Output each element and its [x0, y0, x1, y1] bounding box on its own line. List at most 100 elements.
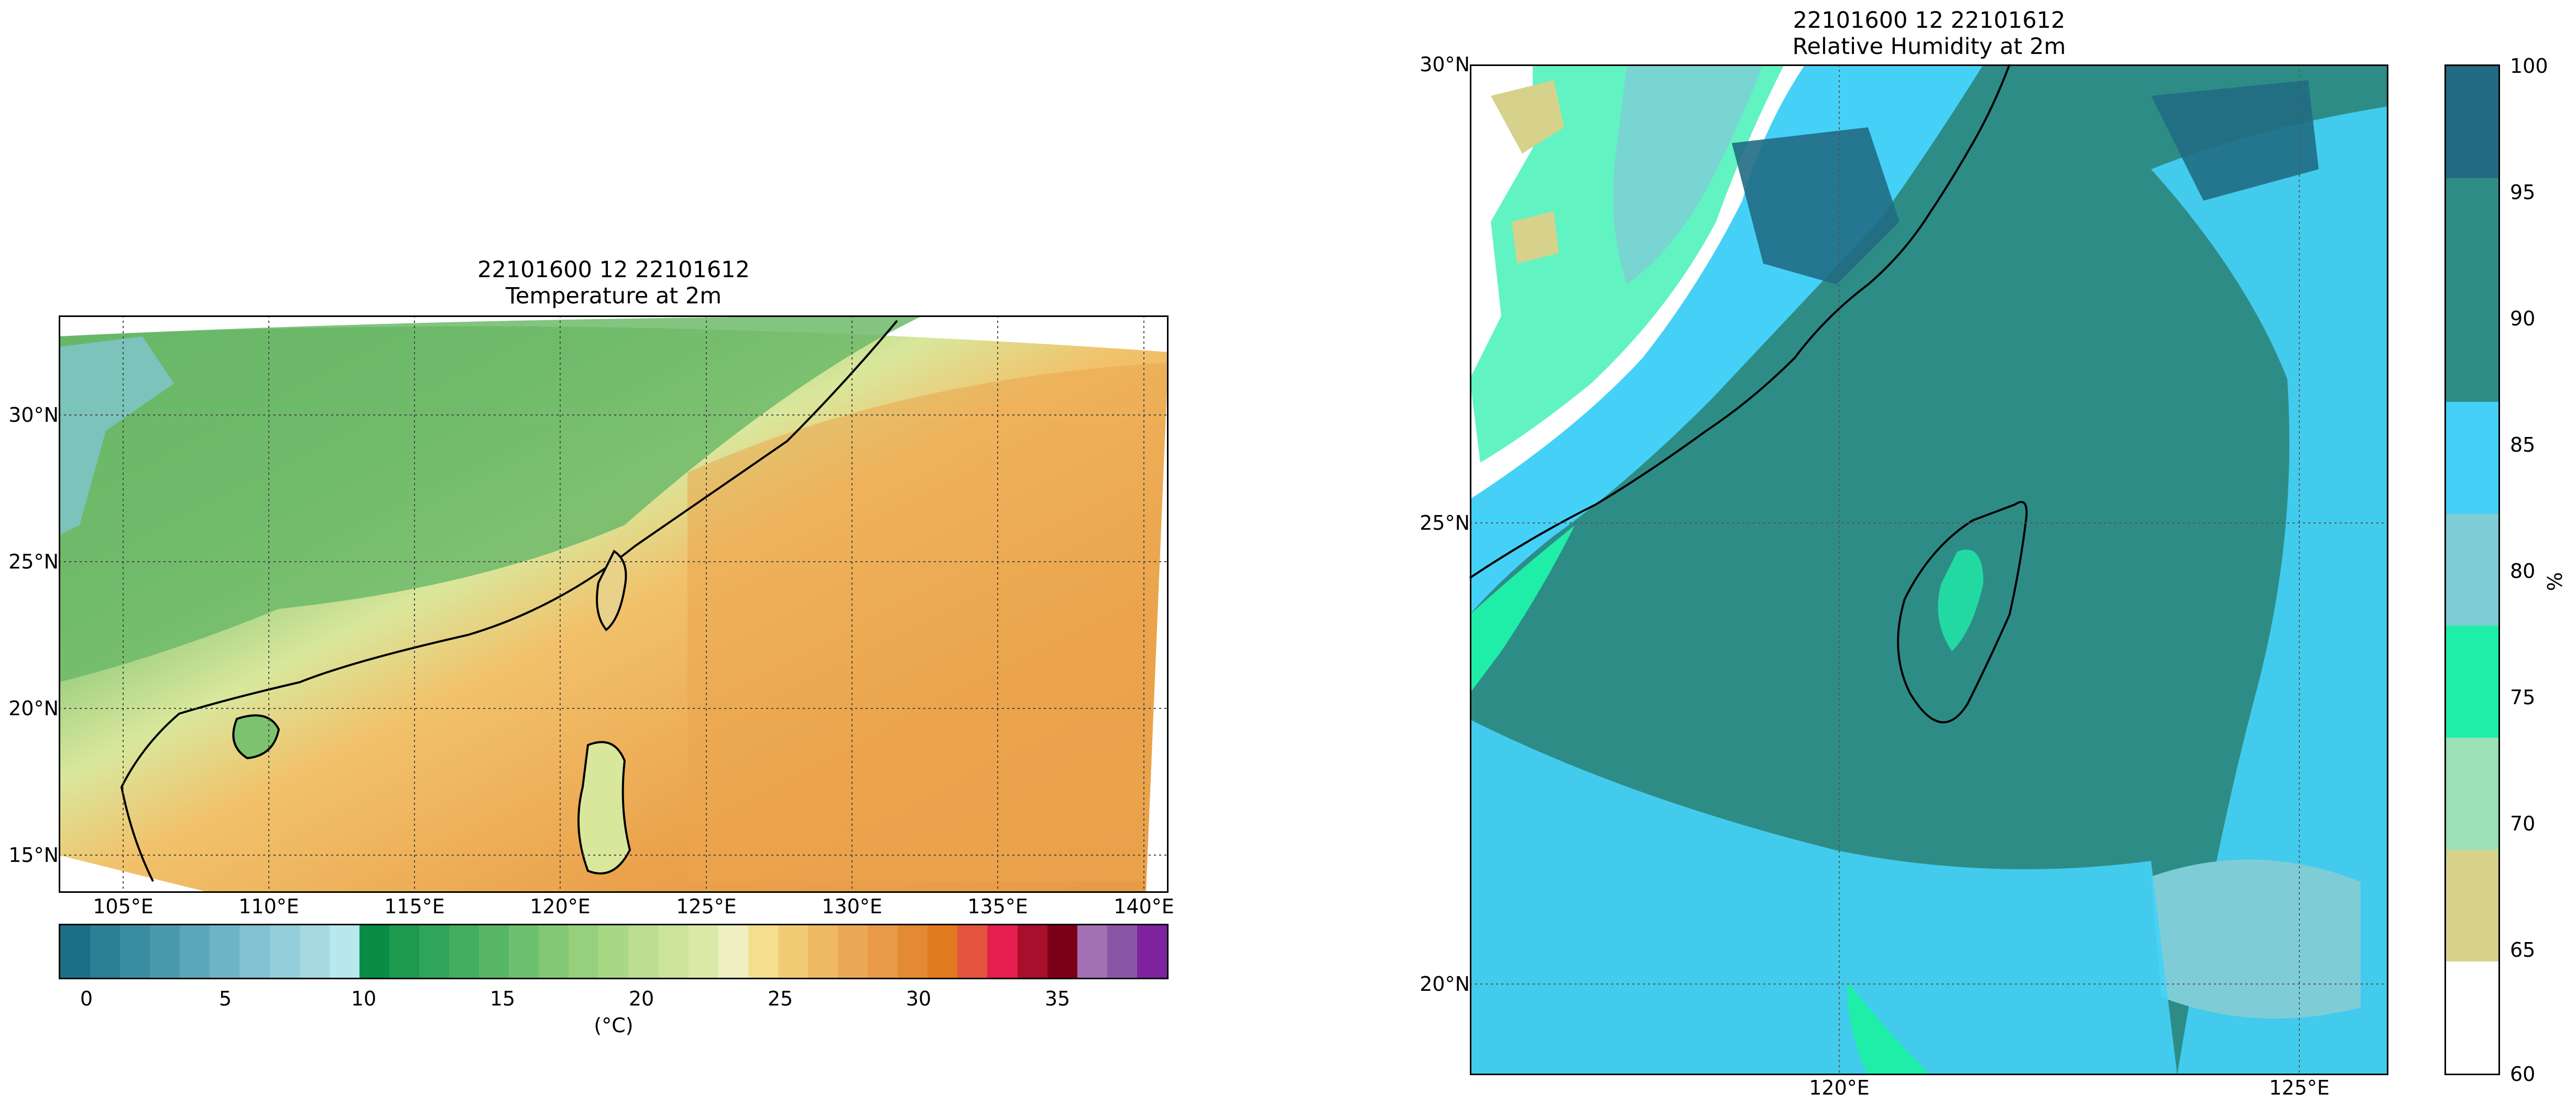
- temp-cb-label: (°C): [594, 1014, 634, 1037]
- temp-colorbar-swatch: [479, 925, 509, 978]
- temp-colorbar-swatch: [868, 925, 898, 978]
- temp-colorbar-swatch: [778, 925, 808, 978]
- temp-colorbar-swatch: [1047, 925, 1077, 978]
- temp-colorbar-swatch: [449, 925, 479, 978]
- temp-colorbar-swatch: [150, 925, 180, 978]
- temp-colorbar-swatch: [329, 925, 359, 978]
- temp-ytick-30: 30°N: [8, 403, 59, 427]
- temp-cb-tick-10: 10: [351, 987, 377, 1010]
- temp-colorbar-swatch: [180, 925, 210, 978]
- temp-colorbar-swatch: [90, 925, 121, 978]
- temp-cb-tick-0: 0: [80, 987, 93, 1010]
- temperature-cool-highlands: [59, 336, 174, 535]
- temp-colorbar-swatch: [210, 925, 240, 978]
- temperature-map-frame: [59, 315, 1169, 893]
- temperature-land-warm: [59, 315, 923, 682]
- rh-ytick-20: 20°N: [1420, 972, 1470, 996]
- temperature-title-line1: 22101600 12 22101612: [477, 257, 750, 283]
- temp-colorbar-swatch: [509, 925, 539, 978]
- temp-colorbar-swatch: [628, 925, 659, 978]
- humidity-map-frame: [1470, 64, 2388, 1075]
- temperature-title-line2: Temperature at 2m: [505, 283, 722, 309]
- temp-xtick-130: 130°E: [822, 895, 882, 918]
- temp-cb-tick-25: 25: [767, 987, 793, 1010]
- humidity-coastline-china: [1469, 64, 2011, 579]
- temp-colorbar-swatch: [1107, 925, 1137, 978]
- temperature-gridlines: [59, 315, 1169, 893]
- temp-colorbar-swatch: [389, 925, 419, 978]
- temperature-colorbar: [59, 924, 1169, 979]
- humidity-title-line1: 22101600 12 22101612: [1793, 7, 2066, 34]
- temp-colorbar-swatch: [539, 925, 569, 978]
- rh-cb-tick-90: 90: [2510, 307, 2536, 330]
- rh-cb-tick-75: 75: [2510, 686, 2536, 709]
- rh-cb-tick-65: 65: [2510, 938, 2536, 961]
- temp-xtick-110: 110°E: [238, 895, 299, 918]
- temp-xtick-105: 105°E: [93, 895, 154, 918]
- humidity-gridlines: [1470, 64, 2388, 1075]
- temp-colorbar-swatch: [120, 925, 150, 978]
- temp-colorbar-swatch: [419, 925, 450, 978]
- temp-colorbar-swatch: [1137, 925, 1167, 978]
- temp-colorbar-swatch: [957, 925, 988, 978]
- rh-colorbar-swatch: [2446, 626, 2498, 738]
- temp-colorbar-swatch: [927, 925, 958, 978]
- temp-colorbar-swatch: [658, 925, 689, 978]
- temp-colorbar-swatch: [718, 925, 748, 978]
- temp-xtick-135: 135°E: [967, 895, 1028, 918]
- temperature-coastline-china: [120, 320, 898, 882]
- temp-colorbar-swatch: [987, 925, 1018, 978]
- temp-colorbar-swatch: [838, 925, 868, 978]
- rh-cb-tick-70: 70: [2510, 812, 2536, 835]
- rh-xtick-125: 125°E: [2269, 1076, 2330, 1099]
- temp-ytick-25: 25°N: [8, 550, 59, 573]
- rh-cb-tick-100: 100: [2510, 54, 2548, 78]
- temperature-ocean-east: [687, 363, 1169, 881]
- temp-cb-tick-5: 5: [219, 987, 232, 1010]
- rh-cb-label: %: [2544, 572, 2567, 592]
- temperature-outside-domain: [59, 855, 211, 893]
- rh-cb-tick-80: 80: [2510, 560, 2536, 583]
- humidity-title-line2: Relative Humidity at 2m: [1792, 34, 2066, 60]
- rh-colorbar-swatch: [2446, 961, 2498, 1074]
- temp-colorbar-swatch: [60, 925, 91, 978]
- temp-colorbar-swatch: [598, 925, 629, 978]
- temperature-title: 22101600 12 22101612 Temperature at 2m: [59, 257, 1169, 309]
- rh-cb-tick-85: 85: [2510, 433, 2536, 456]
- temp-colorbar-swatch: [807, 925, 838, 978]
- temp-colorbar-swatch: [1077, 925, 1107, 978]
- rh-colorbar-swatch: [2446, 290, 2498, 402]
- temp-colorbar-swatch: [299, 925, 330, 978]
- rh-colorbar-swatch: [2446, 66, 2498, 178]
- temp-xtick-115: 115°E: [384, 895, 445, 918]
- temp-ytick-20: 20°N: [8, 697, 59, 720]
- rh-colorbar-swatch: [2446, 178, 2498, 290]
- humidity-colorbar: [2444, 64, 2500, 1075]
- temperature-coastline-taiwan: [596, 550, 627, 631]
- temperature-coastline-hainan: [232, 714, 280, 760]
- rh-ytick-30: 30°N: [1420, 53, 1470, 76]
- temp-colorbar-swatch: [239, 925, 270, 978]
- rh-colorbar-swatch: [2446, 849, 2498, 962]
- temp-colorbar-swatch: [898, 925, 928, 978]
- temp-cb-tick-35: 35: [1044, 987, 1071, 1010]
- rh-cb-tick-60: 60: [2510, 1063, 2536, 1086]
- temp-xtick-125: 125°E: [676, 895, 737, 918]
- temp-colorbar-swatch: [748, 925, 778, 978]
- rh-cb-tick-95: 95: [2510, 181, 2536, 204]
- rh-colorbar-swatch: [2446, 402, 2498, 514]
- temp-colorbar-swatch: [569, 925, 599, 978]
- temp-xtick-140: 140°E: [1114, 895, 1174, 918]
- temp-cb-tick-30: 30: [905, 987, 932, 1010]
- rh-ytick-25: 25°N: [1420, 511, 1470, 534]
- temp-colorbar-swatch: [269, 925, 300, 978]
- temp-cb-tick-20: 20: [628, 987, 654, 1010]
- rh-colorbar-swatch: [2446, 513, 2498, 626]
- temp-colorbar-swatch: [688, 925, 718, 978]
- humidity-title: 22101600 12 22101612 Relative Humidity a…: [1470, 7, 2388, 60]
- temp-colorbar-swatch: [359, 925, 389, 978]
- temp-xtick-120: 120°E: [530, 895, 591, 918]
- humidity-map: [1469, 64, 2388, 1075]
- rh-xtick-120: 120°E: [1809, 1076, 1870, 1099]
- temp-ytick-15: 15°N: [8, 844, 59, 867]
